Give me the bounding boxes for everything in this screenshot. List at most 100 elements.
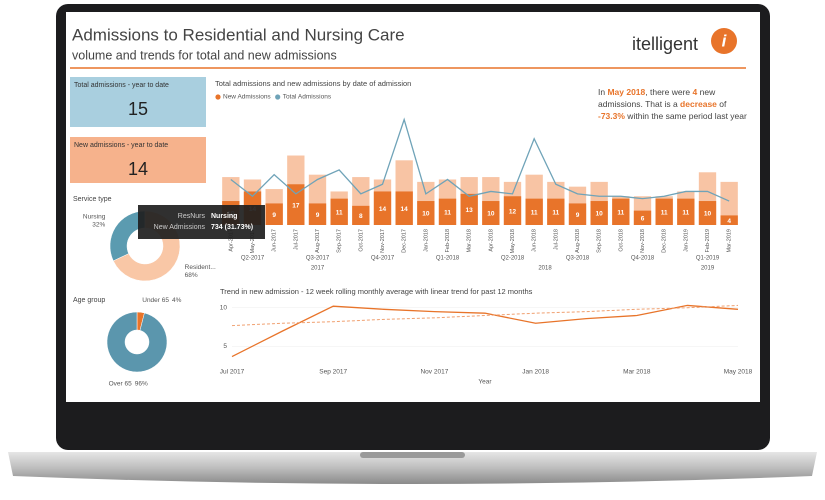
x-tick-label: Jul-2017 <box>293 229 299 250</box>
chart-title: Trend in new admission - 12 week rolling… <box>220 287 533 296</box>
kpi-label: New admissions - year to date <box>74 142 168 149</box>
data-label: 14 <box>401 206 409 213</box>
x-tick-label: Aug-2017 <box>315 229 321 253</box>
tooltip-key: New Admissions <box>154 224 206 231</box>
legend-label: New Admissions <box>223 94 271 101</box>
bar <box>503 196 522 225</box>
pie-label: Resident... <box>185 264 216 271</box>
bar <box>525 198 543 225</box>
data-label: 8 <box>359 213 363 220</box>
callout-text: , there were <box>645 87 693 97</box>
bar <box>482 201 500 225</box>
insight-callout: In May 2018, there were 4 new admissions… <box>598 86 750 122</box>
tooltip-value: 734 (31.73%) <box>211 224 253 231</box>
pie-label: Nursing <box>83 214 106 221</box>
pie-label: Under 65 <box>142 297 169 304</box>
data-label: 11 <box>661 210 668 217</box>
x-tick-label: May 2018 <box>724 369 753 376</box>
bar <box>655 198 673 225</box>
dashboard-subtitle: volume and trends for total and new admi… <box>72 48 337 62</box>
data-label: 12 <box>509 208 517 215</box>
data-label: 11 <box>531 210 538 217</box>
bar <box>720 181 738 225</box>
kpi-label: Total admissions - year to date <box>74 82 169 89</box>
pie-value-label: 68% <box>185 272 198 279</box>
legend-label: Total Admissions <box>283 94 332 101</box>
bar <box>373 191 392 225</box>
bar <box>460 193 478 225</box>
pie-value-label: 4% <box>172 297 182 304</box>
quarter-label: Q2-2018 <box>501 256 525 262</box>
bar <box>568 203 587 225</box>
quarter-label: Q4-2018 <box>631 256 655 262</box>
bar <box>330 198 348 225</box>
kpi-card <box>70 137 206 183</box>
tooltip-key: ResNurs <box>178 213 206 220</box>
kpi-value: 15 <box>128 99 148 119</box>
x-tick-label: Dec-2018 <box>662 229 668 253</box>
bar <box>677 198 695 225</box>
callout-text: 4 <box>692 87 698 97</box>
data-label: 10 <box>704 211 712 218</box>
bar <box>547 198 565 225</box>
callout-text: of <box>716 99 727 109</box>
x-tick-label: Sep-2018 <box>597 229 603 253</box>
x-tick-label: Nov-2017 <box>380 229 386 253</box>
x-tick-label: Jul 2017 <box>220 369 245 376</box>
x-tick-label: Jan-2019 <box>683 229 689 252</box>
data-label: 9 <box>316 212 320 219</box>
year-label: 2017 <box>311 266 325 272</box>
tooltip-value: Nursing <box>211 213 237 220</box>
pie-value-label: 32% <box>92 222 105 229</box>
x-tick-label: Sep 2017 <box>319 369 347 376</box>
x-tick-label: Mar 2018 <box>623 369 651 376</box>
year-label: 2019 <box>701 266 715 272</box>
chart-title: Age group <box>73 297 105 304</box>
x-tick-label: Oct-2018 <box>618 229 624 252</box>
bar <box>308 203 327 225</box>
bar <box>612 198 630 225</box>
data-label: 10 <box>422 211 430 218</box>
line <box>230 117 730 202</box>
x-tick-label: Nov 2017 <box>420 369 448 376</box>
bar <box>287 184 305 225</box>
data-label: 11 <box>552 210 559 217</box>
data-label: 11 <box>682 210 689 217</box>
bar <box>265 203 283 225</box>
x-axis-label: Year <box>478 379 492 386</box>
data-label: 13 <box>466 207 474 214</box>
x-tick-label: Aug-2018 <box>575 229 581 253</box>
laptop-base <box>8 452 817 484</box>
logo-text: itelligent <box>632 34 698 54</box>
bar <box>698 201 717 225</box>
bar <box>438 198 457 225</box>
line <box>231 304 739 327</box>
data-label: 6 <box>641 216 645 223</box>
y-tick-label: 10 <box>220 304 228 311</box>
legend-swatch <box>215 94 221 100</box>
line <box>231 304 739 358</box>
x-tick-label: Oct-2017 <box>358 229 364 252</box>
chart-title: Service type <box>73 196 112 203</box>
pie-label: Over 65 <box>109 380 133 387</box>
data-label: 10 <box>596 211 604 218</box>
quarter-label: Q3-2017 <box>306 256 330 262</box>
year-label: 2018 <box>538 266 552 272</box>
x-tick-label: Feb-2019 <box>705 229 711 253</box>
x-tick-label: Jun-2018 <box>532 229 538 252</box>
data-label: 11 <box>336 210 343 217</box>
hinge-notch <box>360 452 465 458</box>
x-tick-label: Mar-2019 <box>727 229 733 253</box>
dashboard-title: Admissions to Residential and Nursing Ca… <box>72 25 405 44</box>
quarter-label: Q2-2017 <box>241 256 265 262</box>
kpi-card <box>70 77 206 127</box>
data-label: 17 <box>292 202 300 209</box>
callout-text: decrease <box>680 99 717 109</box>
quarter-label: Q4-2017 <box>371 256 395 262</box>
pie-value-label: 96% <box>135 380 148 387</box>
data-label: 11 <box>444 210 451 217</box>
bar <box>395 191 413 225</box>
quarter-label: Q1-2019 <box>696 256 720 262</box>
